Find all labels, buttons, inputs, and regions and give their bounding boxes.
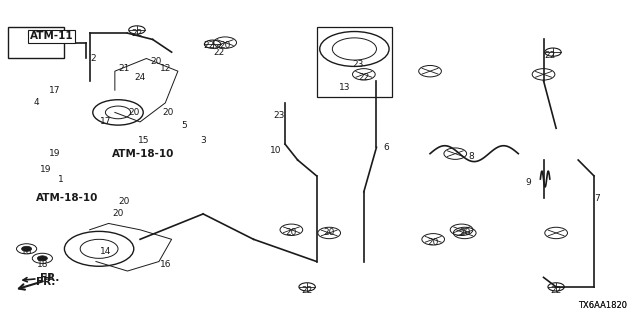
- Text: 22: 22: [544, 51, 556, 60]
- Text: FR.: FR.: [23, 273, 60, 283]
- Text: 18: 18: [36, 260, 48, 269]
- Text: ATM-11: ATM-11: [29, 31, 74, 41]
- Text: 12: 12: [159, 63, 171, 73]
- Text: ATM-18-10: ATM-18-10: [36, 193, 99, 203]
- Text: 19: 19: [40, 165, 51, 174]
- Text: 22: 22: [358, 73, 369, 82]
- Text: 7: 7: [594, 194, 600, 203]
- Text: FR.: FR.: [36, 277, 56, 287]
- Text: 20: 20: [118, 197, 130, 206]
- Text: 11: 11: [43, 273, 54, 282]
- Text: 17: 17: [49, 86, 61, 95]
- Circle shape: [22, 246, 31, 252]
- Text: TX6AA1820: TX6AA1820: [578, 301, 627, 310]
- Bar: [317, 27, 392, 97]
- Text: 20: 20: [163, 108, 174, 117]
- Text: 4: 4: [33, 99, 39, 108]
- Text: 17: 17: [100, 117, 111, 126]
- Text: 10: 10: [270, 146, 282, 155]
- Circle shape: [37, 256, 47, 261]
- Text: 20: 20: [428, 238, 439, 247]
- Text: 18: 18: [21, 247, 33, 257]
- Text: 22: 22: [213, 48, 225, 57]
- Text: 20: 20: [285, 228, 297, 237]
- Text: 3: 3: [200, 136, 206, 146]
- Text: 19: 19: [49, 149, 61, 158]
- Text: 16: 16: [159, 260, 171, 269]
- Text: TX6AA1820: TX6AA1820: [578, 301, 627, 310]
- Text: 20: 20: [113, 209, 124, 219]
- Text: 9: 9: [525, 178, 531, 187]
- Text: 8: 8: [468, 152, 474, 161]
- Text: 23: 23: [273, 111, 284, 120]
- Text: 20: 20: [459, 228, 470, 237]
- Text: 13: 13: [339, 83, 351, 92]
- Text: 22: 22: [550, 285, 562, 295]
- Text: ATM-18-10: ATM-18-10: [112, 149, 174, 159]
- Bar: [8, 27, 65, 59]
- Text: 22: 22: [131, 28, 143, 38]
- Text: 23: 23: [352, 60, 364, 69]
- Text: 22: 22: [301, 285, 313, 295]
- Text: 20: 20: [220, 41, 231, 50]
- Text: 14: 14: [100, 247, 111, 257]
- Text: 5: 5: [181, 121, 187, 130]
- Text: 6: 6: [383, 143, 388, 152]
- Text: 2: 2: [90, 54, 95, 63]
- Text: 20: 20: [128, 108, 140, 117]
- Text: 15: 15: [138, 136, 149, 146]
- Text: 22: 22: [204, 41, 215, 50]
- Text: 1: 1: [58, 174, 64, 184]
- Text: 24: 24: [134, 73, 146, 82]
- Text: 20: 20: [150, 57, 161, 66]
- Text: 20: 20: [323, 228, 335, 237]
- Text: 21: 21: [118, 63, 130, 73]
